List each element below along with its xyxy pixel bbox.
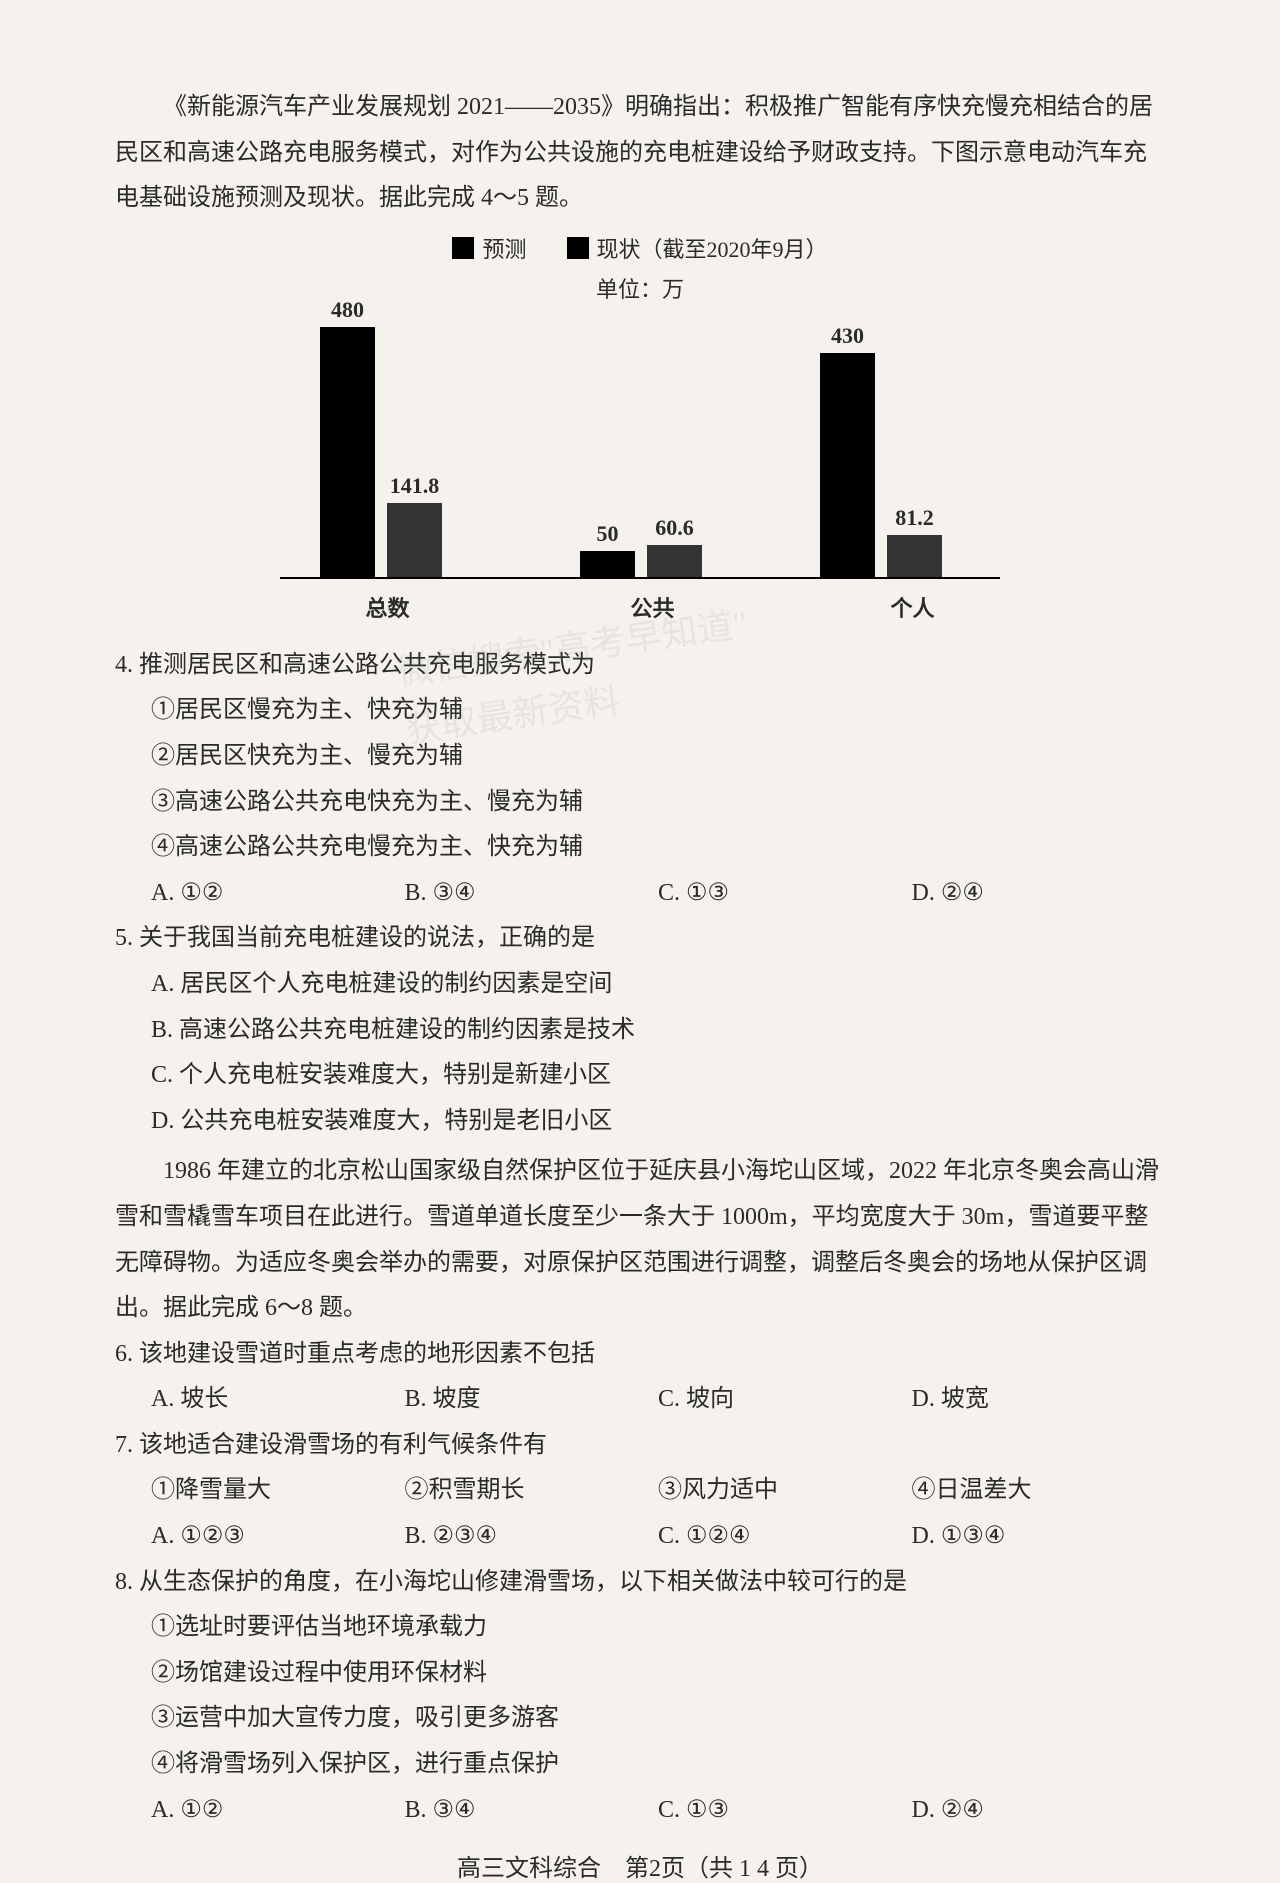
q8-choice-d: D. ②④: [912, 1788, 1166, 1834]
question-6: 6. 该地建设雪道时重点考虑的地形因素不包括 A. 坡长 B. 坡度 C. 坡向…: [115, 1332, 1165, 1423]
q4-choice-a: A. ①②: [151, 871, 405, 917]
chart-container: 预测 现状（截至2020年9月） 单位：万 480 141.8 50 60.6: [280, 232, 1000, 623]
bar-public-forecast: 50: [580, 551, 635, 577]
bar-group-public: 50 60.6: [580, 545, 702, 577]
q5-stem: 5. 关于我国当前充电桩建设的说法，正确的是: [115, 916, 1165, 962]
bar-group-total: 480 141.8: [320, 327, 442, 577]
q8-choice-b: B. ③④: [405, 1788, 659, 1834]
x-label-public: 公共: [578, 591, 728, 623]
q8-stmt-1: ①选址时要评估当地环境承载力: [115, 1605, 1165, 1651]
bar-label: 141.8: [390, 473, 440, 499]
legend-item-forecast: 预测: [452, 232, 526, 264]
q5-choice-c: C. 个人充电桩安装难度大，特别是新建小区: [115, 1053, 1165, 1099]
q4-choice-c: C. ①③: [658, 871, 912, 917]
legend-item-current: 现状（截至2020年9月）: [567, 232, 828, 264]
q7-stmt-2: ②积雪期长: [405, 1468, 659, 1514]
chart-legend: 预测 现状（截至2020年9月）: [280, 232, 1000, 264]
question-5: 5. 关于我国当前充电桩建设的说法，正确的是 A. 居民区个人充电桩建设的制约因…: [115, 916, 1165, 1144]
x-label-personal: 个人: [838, 591, 988, 623]
passage-2: 1986 年建立的北京松山国家级自然保护区位于延庆县小海坨山区域，2022 年北…: [115, 1149, 1165, 1331]
q6-choice-a: A. 坡长: [151, 1377, 405, 1423]
chart-unit: 单位：万: [280, 272, 1000, 304]
q4-opt3: ③高速公路公共充电快充为主、慢充为辅: [115, 780, 1165, 826]
chart-area: 480 141.8 50 60.6 430 81.2: [280, 319, 1000, 579]
q8-stmt-3: ③运营中加大宣传力度，吸引更多游客: [115, 1696, 1165, 1742]
intro-paragraph: 《新能源汽车产业发展规划 2021——2035》明确指出：积极推广智能有序快充慢…: [115, 85, 1165, 222]
q5-choice-d: D. 公共充电桩安装难度大，特别是老旧小区: [115, 1099, 1165, 1145]
legend-label-current: 现状（截至2020年9月）: [597, 232, 828, 264]
q4-opt4: ④高速公路公共充电慢充为主、快充为辅: [115, 825, 1165, 871]
q8-choice-c: C. ①③: [658, 1788, 912, 1834]
q7-choice-a: A. ①②③: [151, 1514, 405, 1560]
q8-choice-a: A. ①②: [151, 1788, 405, 1834]
q4-choices: A. ①② B. ③④ C. ①③ D. ②④: [115, 871, 1165, 917]
question-8: 8. 从生态保护的角度，在小海坨山修建滑雪场，以下相关做法中较可行的是 ①选址时…: [115, 1560, 1165, 1834]
q7-statements: ①降雪量大 ②积雪期长 ③风力适中 ④日温差大: [115, 1468, 1165, 1514]
legend-label-forecast: 预测: [482, 232, 526, 264]
q8-choices: A. ①② B. ③④ C. ①③ D. ②④: [115, 1788, 1165, 1834]
q7-choices: A. ①②③ B. ②③④ C. ①②④ D. ①③④: [115, 1514, 1165, 1560]
bar-label: 50: [597, 521, 619, 547]
q7-choice-b: B. ②③④: [405, 1514, 659, 1560]
q4-choice-d: D. ②④: [912, 871, 1166, 917]
bar-label: 480: [331, 297, 364, 323]
q7-choice-c: C. ①②④: [658, 1514, 912, 1560]
q5-choice-b: B. 高速公路公共充电桩建设的制约因素是技术: [115, 1008, 1165, 1054]
q7-stmt-4: ④日温差大: [912, 1468, 1166, 1514]
q7-stmt-1: ①降雪量大: [151, 1468, 405, 1514]
x-axis-labels: 总数 公共 个人: [280, 591, 1000, 623]
q4-opt1: ①居民区慢充为主、快充为辅: [115, 688, 1165, 734]
q8-stmt-2: ②场馆建设过程中使用环保材料: [115, 1651, 1165, 1697]
q4-opt2: ②居民区快充为主、慢充为辅: [115, 734, 1165, 780]
bar-label: 81.2: [895, 505, 934, 531]
q6-choice-b: B. 坡度: [405, 1377, 659, 1423]
bar-label: 60.6: [655, 515, 694, 541]
question-7: 7. 该地适合建设滑雪场的有利气候条件有 ①降雪量大 ②积雪期长 ③风力适中 ④…: [115, 1423, 1165, 1560]
q5-choice-a: A. 居民区个人充电桩建设的制约因素是空间: [115, 962, 1165, 1008]
q6-choice-d: D. 坡宽: [912, 1377, 1166, 1423]
q8-stmt-4: ④将滑雪场列入保护区，进行重点保护: [115, 1742, 1165, 1788]
q7-choice-d: D. ①③④: [912, 1514, 1166, 1560]
q8-stem: 8. 从生态保护的角度，在小海坨山修建滑雪场，以下相关做法中较可行的是: [115, 1560, 1165, 1606]
bar-total-current: 141.8: [387, 503, 442, 577]
page-footer: 高三文科综合 第2页（共 1 4 页）: [115, 1848, 1165, 1883]
q7-stmt-3: ③风力适中: [658, 1468, 912, 1514]
legend-box-hatch: [567, 237, 589, 259]
bar-personal-current: 81.2: [887, 535, 942, 577]
question-4: 4. 推测居民区和高速公路公共充电服务模式为 ①居民区慢充为主、快充为辅 ②居民…: [115, 643, 1165, 917]
q6-choice-c: C. 坡向: [658, 1377, 912, 1423]
bar-label: 430: [831, 323, 864, 349]
bar-group-personal: 430 81.2: [820, 353, 942, 577]
q4-choice-b: B. ③④: [405, 871, 659, 917]
q7-stem: 7. 该地适合建设滑雪场的有利气候条件有: [115, 1423, 1165, 1469]
q6-stem: 6. 该地建设雪道时重点考虑的地形因素不包括: [115, 1332, 1165, 1378]
bar-public-current: 60.6: [647, 545, 702, 577]
legend-box-solid: [452, 237, 474, 259]
q4-stem: 4. 推测居民区和高速公路公共充电服务模式为: [115, 643, 1165, 689]
q6-choices: A. 坡长 B. 坡度 C. 坡向 D. 坡宽: [115, 1377, 1165, 1423]
x-label-total: 总数: [313, 591, 463, 623]
bar-total-forecast: 480: [320, 327, 375, 577]
bar-personal-forecast: 430: [820, 353, 875, 577]
